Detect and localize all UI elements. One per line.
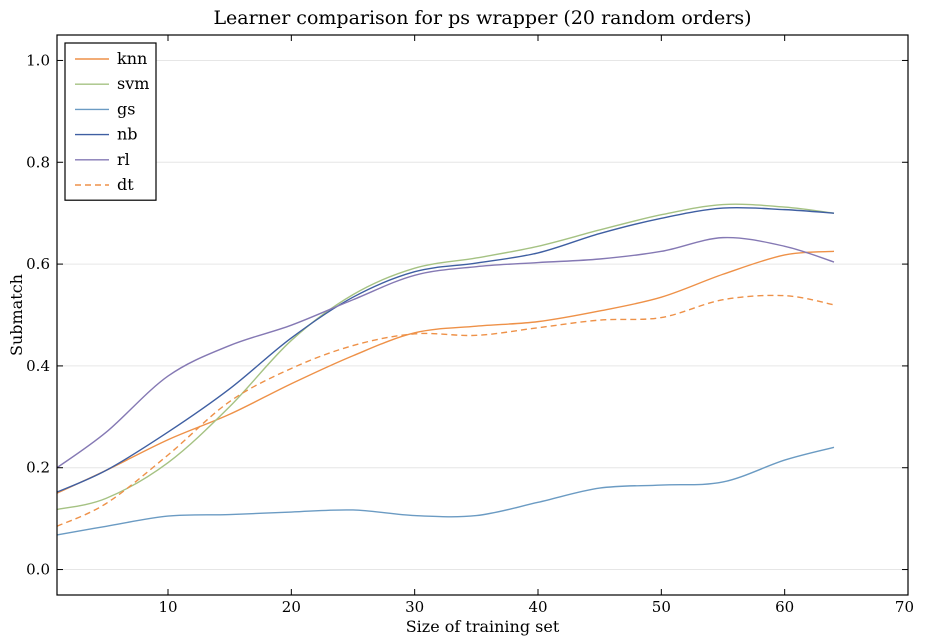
series-line-rl	[56, 236, 835, 469]
x-tick-label: 10	[158, 598, 177, 616]
series-line-nb	[56, 206, 835, 493]
y-tick-label: 0.4	[26, 357, 50, 375]
x-tick-label: 50	[652, 598, 671, 616]
legend-label-svm: svm	[117, 74, 149, 93]
legend-label-rl: rl	[117, 150, 130, 169]
y-tick-label: 0.0	[26, 561, 50, 579]
axis-ticks: 0.0 0.2 0.4 0.6 0.8 1.0 10 20 30 40 50 60 70	[26, 35, 914, 616]
x-axis-label: Size of training set	[406, 617, 560, 636]
series-line-svm	[56, 203, 835, 511]
legend-box	[64, 42, 157, 201]
x-tick-label: 60	[775, 598, 794, 616]
plot-frame	[56, 34, 909, 596]
x-tick-label: 70	[895, 598, 914, 616]
series-lines	[56, 203, 835, 536]
x-tick-label: 30	[405, 598, 424, 616]
chart-title: Learner comparison for ps wrapper (20 ra…	[213, 7, 751, 29]
legend: knn svm gs nb rl dt	[64, 42, 157, 201]
y-tick-label: 0.6	[26, 255, 50, 273]
x-tick-label: 40	[528, 598, 547, 616]
series-line-gs	[56, 446, 835, 536]
legend-label-knn: knn	[117, 49, 147, 68]
y-axis-label: Submatch	[7, 274, 26, 356]
x-tick-label: 20	[282, 598, 301, 616]
y-tick-label: 0.2	[26, 459, 50, 477]
y-tick-label: 0.8	[26, 153, 50, 171]
series-line-dt	[56, 294, 835, 527]
y-tick-label: 1.0	[26, 51, 50, 69]
series-line-knn	[56, 250, 835, 494]
grid-lines	[57, 59, 908, 571]
legend-label-nb: nb	[117, 125, 138, 144]
legend-label-gs: gs	[117, 99, 135, 118]
legend-label-dt: dt	[117, 175, 134, 194]
